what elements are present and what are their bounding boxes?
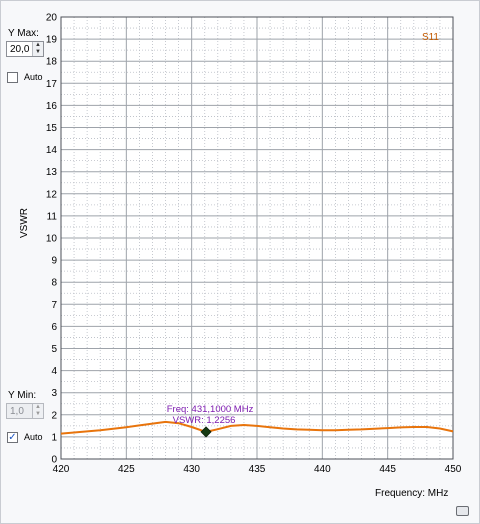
y-tick-label: 6 (51, 322, 57, 333)
y-min-spinbox[interactable]: 1,0 ▲ ▼ (6, 403, 44, 419)
y-tick-label: 18 (46, 57, 58, 68)
y-max-up-arrow-icon[interactable]: ▲ (35, 42, 41, 48)
x-tick-label: 435 (249, 464, 266, 475)
y-min-up-arrow-icon[interactable]: ▲ (35, 404, 41, 410)
y-tick-label: 2 (51, 410, 57, 421)
y-max-value[interactable]: 20,0 (10, 44, 30, 55)
y-tick-label: 3 (51, 388, 57, 399)
y-tick-label: 0 (51, 455, 57, 466)
y-tick-label: 4 (51, 366, 57, 377)
y-tick-label: 15 (46, 123, 58, 134)
y-min-auto-checkbox[interactable]: ✓ (7, 432, 18, 443)
y-tick-label: 20 (46, 13, 58, 24)
y-tick-label: 10 (46, 234, 58, 245)
y-max-label: Y Max: (8, 28, 39, 39)
y-min-auto-label: Auto (24, 432, 43, 442)
y-max-auto-label: Auto (24, 72, 43, 82)
x-tick-label: 430 (183, 464, 200, 475)
marker-freq-label: Freq: 431,1000 MHz (167, 404, 254, 415)
y-max-auto-checkbox[interactable] (7, 72, 18, 83)
plot-frame (60, 16, 454, 460)
marker-vswr-label: VSWR: 1,2256 (173, 415, 236, 426)
x-tick-label: 420 (53, 464, 70, 475)
y-min-label: Y Min: (8, 390, 37, 401)
y-tick-label: 14 (46, 145, 58, 156)
y-tick-label: 7 (51, 300, 57, 311)
y-tick-label: 8 (51, 278, 57, 289)
y-tick-label: 12 (46, 189, 58, 200)
y-max-spinbox[interactable]: 20,0 ▲ ▼ (6, 41, 44, 57)
y-min-value[interactable]: 1,0 (10, 406, 24, 417)
x-tick-label: 450 (445, 464, 462, 475)
y-tick-label: 17 (46, 79, 58, 90)
y-max-down-arrow-icon[interactable]: ▼ (35, 49, 41, 55)
y-tick-label: 5 (51, 344, 57, 355)
panel-corner-button[interactable] (456, 506, 469, 516)
y-tick-label: 13 (46, 167, 58, 178)
y-tick-label: 19 (46, 35, 58, 46)
y-min-down-arrow-icon[interactable]: ▼ (35, 411, 41, 417)
y-tick-label: 11 (47, 211, 58, 222)
x-tick-label: 445 (379, 464, 396, 475)
x-tick-label: 440 (314, 464, 331, 475)
y-tick-label: 16 (46, 101, 58, 112)
x-tick-label: 425 (118, 464, 135, 475)
legend-entry-s11: S11 (422, 32, 439, 43)
marker-point (200, 426, 212, 438)
y-tick-label: 1 (51, 432, 57, 443)
x-axis-title: Frequency: MHz (375, 488, 449, 499)
y-tick-label: 9 (51, 256, 57, 267)
series-line-s11 (60, 420, 454, 435)
